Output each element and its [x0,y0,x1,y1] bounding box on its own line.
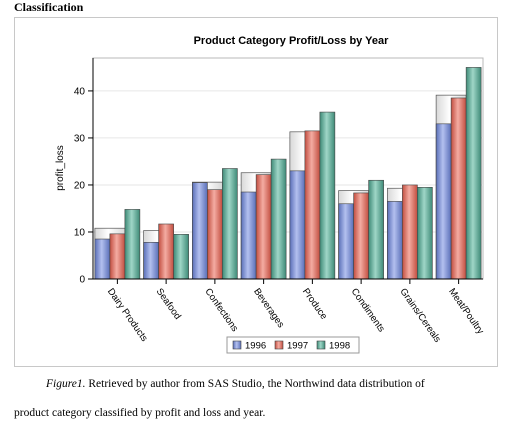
x-tick-label: Seafood [154,286,183,321]
bar-1997 [402,184,418,280]
x-tick-label: Confections [202,286,240,334]
x-tick-label: Condiments [349,286,387,334]
legend-swatch-1998 [316,340,326,350]
bar-1996 [289,170,306,280]
bar-1996 [338,203,354,280]
bar-1998 [368,179,384,280]
bar-1997 [158,223,174,280]
y-tick-label: 10 [74,227,86,238]
x-tick-label: Grains/Cereals [397,286,442,344]
x-tick-label: Beverages [251,286,286,330]
bar-1997 [450,97,467,280]
legend-swatch-1997 [274,340,284,350]
bar-1997 [207,189,223,280]
legend-label-1997: 1997 [287,341,308,352]
bar-1998 [222,168,238,280]
y-tick-label: 20 [74,180,86,191]
y-tick-label: 40 [74,86,86,97]
y-tick-label: 0 [79,275,85,286]
bar-1998 [465,67,482,280]
chart-frame: Product Category Profit/Loss by Year 0 10… [14,17,498,367]
bar-1997 [109,233,126,280]
caption-text: Retrieved by author from SAS Studio, the… [88,378,425,390]
section-heading: Classification [14,0,84,14]
figure-caption-line1: Figure1. Retrieved by author from SAS St… [46,378,425,390]
bar-1998 [173,234,189,280]
legend-label-1996: 1996 [245,341,266,352]
bar-1996 [94,238,111,280]
bar-1997 [304,130,321,280]
y-axis-label: profit_loss [55,145,66,191]
x-tick-label: Meat/Poultry [446,286,486,336]
bar-1998 [319,111,336,280]
legend-box [226,336,360,354]
x-tick-label: Produce [300,286,329,321]
bar-1998 [124,209,141,280]
bar-1996 [143,242,159,280]
legend-swatch-1996 [232,340,242,350]
figure-label: Figure1. [46,378,86,390]
bar-1998 [270,158,287,280]
legend: 1996 1997 1998 [226,336,360,354]
figure-caption-line2: product category classified by profit an… [14,407,266,419]
bar-1997 [255,174,272,280]
bar-1998 [417,187,433,280]
x-tick-label: Dairy Products [105,286,150,344]
bar-1996 [240,191,257,280]
y-tick-label: 30 [74,133,86,144]
bar-1997 [353,192,369,280]
bar-chart: Product Category Profit/Loss by Year 0 10… [55,35,486,354]
bar-1996 [435,123,452,280]
bar-1996 [387,201,403,280]
bar-1996 [192,182,208,280]
legend-label-1998: 1998 [329,341,350,352]
chart-title: Product Category Profit/Loss by Year [194,35,390,47]
